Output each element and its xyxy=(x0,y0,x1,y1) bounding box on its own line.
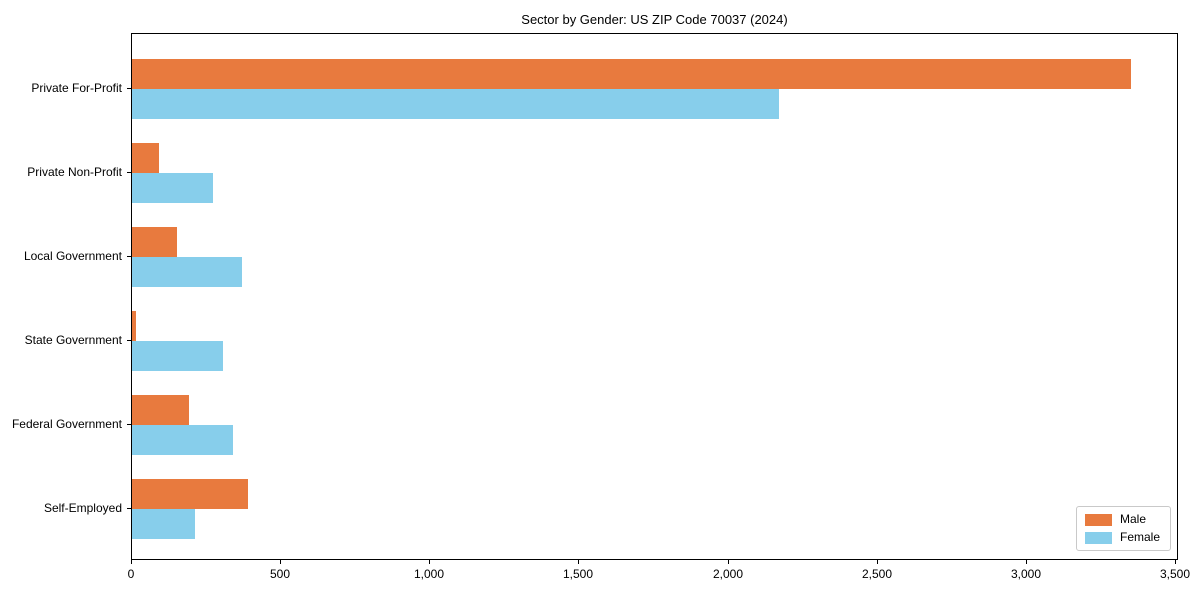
y-tick-label-state-government: State Government xyxy=(24,333,122,347)
x-tick-label-1000: 1,000 xyxy=(413,567,445,581)
x-tick-label-0: 0 xyxy=(127,567,135,581)
plot-area: Male Female xyxy=(131,33,1178,560)
x-tick-label-2500: 2,500 xyxy=(861,567,893,581)
bar-male-local-government xyxy=(132,227,177,257)
y-tick-label-private-for-profit: Private For-Profit xyxy=(31,81,122,95)
y-tick-label-federal-government: Federal Government xyxy=(11,417,122,431)
bar-male-self-employed xyxy=(132,479,248,509)
x-tick-mark-3500 xyxy=(1175,560,1176,564)
x-tick-label-500: 500 xyxy=(269,567,291,581)
x-tick-mark-0 xyxy=(131,560,132,564)
bar-male-private-non-profit xyxy=(132,143,159,173)
x-tick-mark-1000 xyxy=(429,560,430,564)
y-tick-mark-private-for-profit xyxy=(127,88,131,89)
x-tick-label-2000: 2,000 xyxy=(712,567,744,581)
y-tick-label-private-non-profit: Private Non-Profit xyxy=(27,165,122,179)
x-tick-label-1500: 1,500 xyxy=(562,567,594,581)
y-tick-mark-local-government xyxy=(127,256,131,257)
x-tick-mark-500 xyxy=(280,560,281,564)
legend-label-male: Male xyxy=(1119,512,1146,526)
legend-item-male: Male xyxy=(1084,512,1160,526)
bar-female-private-non-profit xyxy=(132,173,213,203)
x-tick-label-3500: 3,500 xyxy=(1159,567,1191,581)
x-tick-label-3000: 3,000 xyxy=(1010,567,1042,581)
bars-layer xyxy=(132,34,1177,559)
chart-title: Sector by Gender: US ZIP Code 70037 (202… xyxy=(521,12,788,27)
x-tick-mark-1500 xyxy=(578,560,579,564)
legend-item-female: Female xyxy=(1084,530,1160,544)
bar-female-private-for-profit xyxy=(132,89,779,119)
legend-label-female: Female xyxy=(1119,530,1160,544)
female-color-swatch xyxy=(1084,531,1112,544)
y-tick-mark-state-government xyxy=(127,340,131,341)
y-tick-mark-federal-government xyxy=(127,424,131,425)
y-tick-mark-private-non-profit xyxy=(127,172,131,173)
bar-female-state-government xyxy=(132,341,223,371)
bar-female-federal-government xyxy=(132,425,233,455)
bar-male-state-government xyxy=(132,311,136,341)
x-tick-mark-3000 xyxy=(1026,560,1027,564)
bar-female-local-government xyxy=(132,257,242,287)
y-tick-label-local-government: Local Government xyxy=(23,249,122,263)
bar-female-self-employed xyxy=(132,509,195,539)
x-tick-mark-2500 xyxy=(877,560,878,564)
bar-male-private-for-profit xyxy=(132,59,1131,89)
bar-male-federal-government xyxy=(132,395,189,425)
x-tick-mark-2000 xyxy=(728,560,729,564)
y-tick-mark-self-employed xyxy=(127,508,131,509)
legend: Male Female xyxy=(1075,506,1171,551)
y-tick-label-self-employed: Self-Employed xyxy=(43,501,122,515)
male-color-swatch xyxy=(1084,513,1112,526)
